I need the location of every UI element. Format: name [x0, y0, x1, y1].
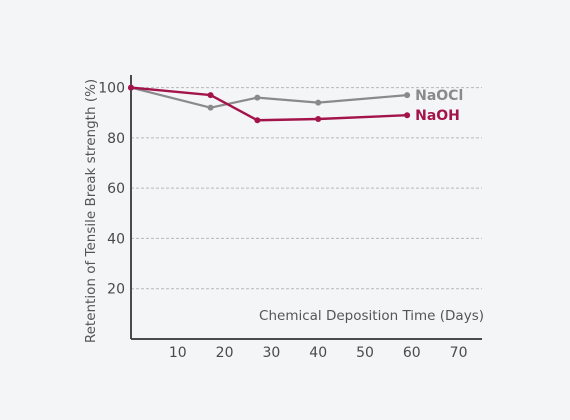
series-point-naoh-0	[128, 84, 134, 91]
series-point-naocl-4	[404, 92, 411, 99]
series-point-naoh-3	[315, 116, 322, 122]
y-tick-label-60: 60	[107, 181, 125, 197]
x-tick-label-20: 20	[216, 345, 234, 361]
y-axis-title: Retention of Tensile Break strength (%)	[83, 79, 99, 343]
axes	[130, 75, 482, 340]
x-tick-label-10: 10	[169, 345, 187, 361]
series-label-naocl: NaOCl	[415, 88, 463, 104]
series-point-naoh-2	[254, 117, 261, 124]
x-tick-label-30: 30	[262, 345, 280, 361]
x-tick-label-50: 50	[356, 345, 374, 361]
x-tick-label-40: 40	[309, 345, 327, 361]
series-point-naocl-1	[207, 104, 214, 111]
y-tick-label-20: 20	[107, 282, 125, 298]
series-point-naoh-1	[207, 92, 214, 99]
y-tick-label-100: 100	[98, 81, 125, 97]
series-point-naocl-3	[315, 99, 322, 106]
series-group: NaOCl NaOH	[128, 84, 463, 124]
x-tick-label-60: 60	[403, 345, 421, 361]
gridlines	[131, 87, 482, 290]
series-point-naocl-2	[254, 94, 261, 101]
tick-labels: 20 40 60 80 100 10 20 30 40 50 60 70	[98, 81, 467, 361]
y-tick-label-40: 40	[107, 231, 125, 247]
series-line-naoh	[130, 86, 408, 122]
y-tick-label-80: 80	[107, 131, 125, 147]
x-axis-title: Chemical Deposition Time (Days)	[259, 308, 484, 324]
x-tick-label-70: 70	[450, 345, 468, 361]
series-label-naoh: NaOH	[415, 108, 460, 124]
series-point-naoh-4	[404, 112, 411, 119]
